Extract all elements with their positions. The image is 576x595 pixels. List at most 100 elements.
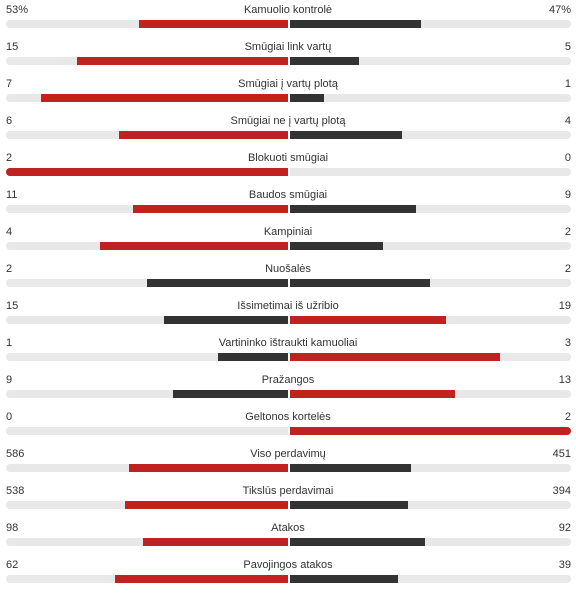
away-value: 3 [564, 337, 571, 349]
away-half [288, 131, 572, 139]
home-bar [142, 538, 289, 546]
bar-divider [287, 168, 290, 176]
stat-bar-track [6, 427, 571, 435]
away-bar [288, 242, 383, 250]
home-value: 2 [6, 263, 13, 275]
home-value: 538 [6, 485, 25, 497]
home-bar [100, 242, 289, 250]
home-value: 15 [6, 41, 19, 53]
stat-labels: 538 Tikslūs perdavimai 394 [0, 484, 576, 498]
stat-name: Smūgiai į vartų plotą [238, 78, 338, 90]
home-value: 53% [6, 4, 29, 16]
stat-name: Blokuoti smūgiai [247, 152, 329, 164]
bar-divider [287, 20, 290, 28]
stat-name: Kampiniai [263, 226, 313, 238]
stat-bar-track [6, 538, 571, 546]
stat-row: 15 Išsimetimai iš užribio 19 [0, 299, 576, 336]
home-half [6, 168, 289, 176]
stat-row: 4 Kampiniai 2 [0, 225, 576, 262]
home-value: 4 [6, 226, 13, 238]
away-bar [288, 464, 412, 472]
bar-divider [287, 501, 290, 509]
stat-bar-track [6, 242, 571, 250]
away-bar [288, 57, 360, 65]
stat-labels: 98 Atakos 92 [0, 521, 576, 535]
away-half [288, 353, 572, 361]
away-half [288, 20, 572, 28]
away-bar [288, 390, 456, 398]
away-bar [288, 279, 430, 287]
stat-labels: 53% Kamuolio kontrolė 47% [0, 3, 576, 17]
bar-divider [287, 205, 290, 213]
home-value: 9 [6, 374, 13, 386]
stat-bar-track [6, 501, 571, 509]
away-half [288, 242, 572, 250]
home-bar [128, 464, 289, 472]
home-half [6, 464, 289, 472]
stat-row: 98 Atakos 92 [0, 521, 576, 558]
stat-labels: 11 Baudos smūgiai 9 [0, 188, 576, 202]
home-bar [119, 131, 289, 139]
bar-divider [287, 575, 290, 583]
stat-name: Smūgiai ne į vartų plotą [230, 115, 346, 127]
home-half [6, 205, 289, 213]
home-half [6, 131, 289, 139]
home-bar [115, 575, 289, 583]
stat-row: 0 Geltonos kortelės 2 [0, 410, 576, 447]
away-value: 394 [552, 485, 571, 497]
away-bar [288, 316, 447, 324]
stat-row: 9 Pražangos 13 [0, 373, 576, 410]
away-value: 92 [558, 522, 571, 534]
home-half [6, 390, 289, 398]
away-half [288, 94, 572, 102]
stat-labels: 586 Viso perdavimų 451 [0, 447, 576, 461]
stat-row: 11 Baudos smūgiai 9 [0, 188, 576, 225]
stat-bar-track [6, 353, 571, 361]
stat-bar-track [6, 20, 571, 28]
bar-divider [287, 242, 290, 250]
stat-row: 1 Vartininko ištraukti kamuoliai 3 [0, 336, 576, 373]
away-bar [288, 427, 571, 435]
home-half [6, 57, 289, 65]
home-half [6, 538, 289, 546]
stat-name: Kamuolio kontrolė [243, 4, 333, 16]
away-value: 4 [564, 115, 571, 127]
away-bar [288, 131, 402, 139]
away-bar [288, 501, 408, 509]
away-half [288, 205, 572, 213]
home-value: 7 [6, 78, 13, 90]
stat-bar-track [6, 464, 571, 472]
bar-divider [287, 390, 290, 398]
bar-divider [287, 57, 290, 65]
away-value: 2 [564, 226, 571, 238]
stat-name: Tikslūs perdavimai [242, 485, 334, 497]
stat-bar-track [6, 575, 571, 583]
away-value: 0 [564, 152, 571, 164]
home-bar [138, 20, 289, 28]
home-half [6, 20, 289, 28]
away-bar [288, 20, 422, 28]
away-value: 9 [564, 189, 571, 201]
stat-labels: 9 Pražangos 13 [0, 373, 576, 387]
stat-name: Vartininko ištraukti kamuoliai [218, 337, 358, 349]
away-half [288, 57, 572, 65]
stat-labels: 6 Smūgiai ne į vartų plotą 4 [0, 114, 576, 128]
home-value: 6 [6, 115, 13, 127]
home-bar [6, 168, 289, 176]
bar-divider [287, 316, 290, 324]
stat-labels: 15 Išsimetimai iš užribio 19 [0, 299, 576, 313]
stat-name: Atakos [271, 522, 305, 534]
away-half [288, 538, 572, 546]
away-bar [288, 205, 416, 213]
stat-row: 53% Kamuolio kontrolė 47% [0, 3, 576, 40]
away-half [288, 464, 572, 472]
away-bar [288, 94, 324, 102]
stat-name: Smūgiai link vartų [244, 41, 332, 53]
away-value: 451 [552, 448, 571, 460]
bar-divider [287, 464, 290, 472]
stat-row: 15 Smūgiai link vartų 5 [0, 40, 576, 77]
stat-name: Pavojingos atakos [243, 559, 333, 571]
away-value: 5 [564, 41, 571, 53]
home-bar [133, 205, 289, 213]
stat-labels: 2 Nuošalės 2 [0, 262, 576, 276]
